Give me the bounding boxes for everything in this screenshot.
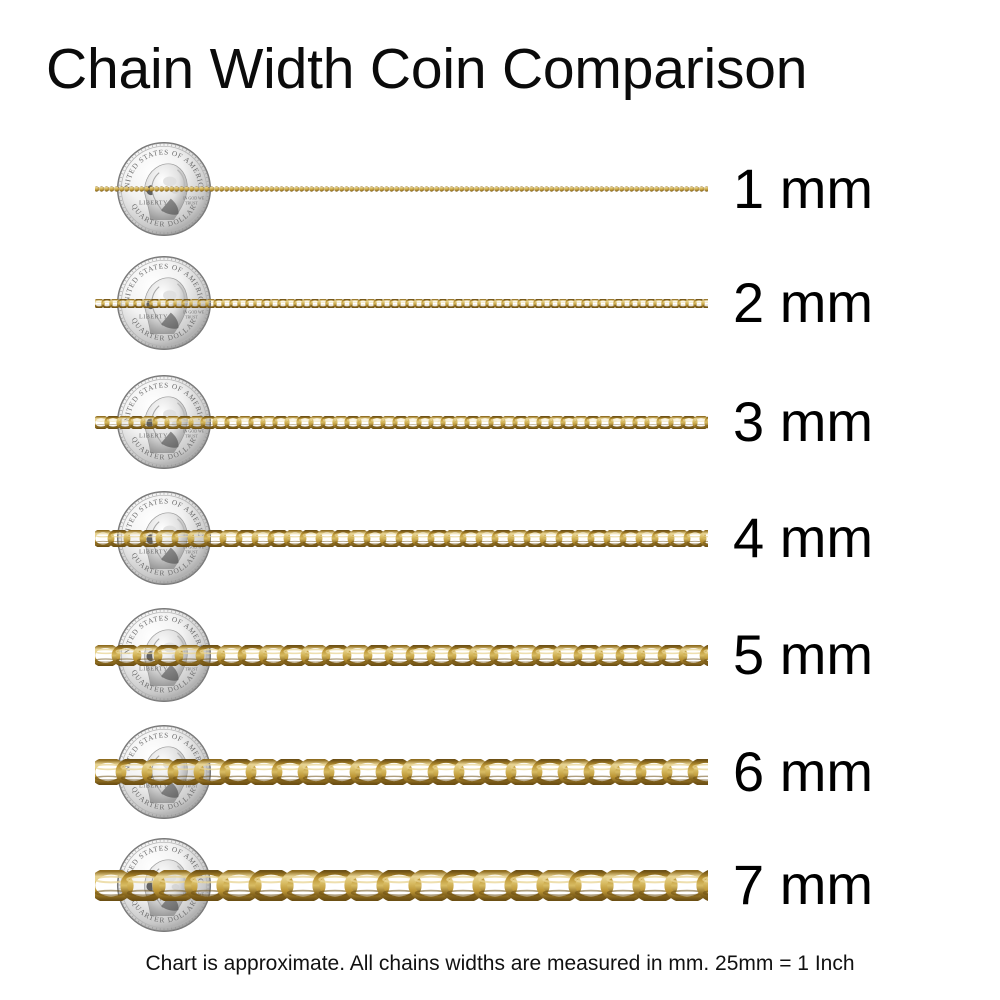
- svg-text:LIBERTY: LIBERTY: [139, 666, 168, 672]
- chain-row: UNITED STATES OF AMERICA QUARTER DOLLAR …: [0, 714, 1000, 832]
- chain-width-label: 7 mm: [733, 853, 873, 916]
- quarter-coin-icon: UNITED STATES OF AMERICA QUARTER DOLLAR …: [116, 255, 212, 351]
- chain-row: UNITED STATES OF AMERICA QUARTER DOLLAR …: [0, 480, 1000, 598]
- svg-text:TRUST: TRUST: [185, 433, 198, 438]
- svg-text:LIBERTY: LIBERTY: [139, 200, 168, 206]
- chain-row: UNITED STATES OF AMERICA QUARTER DOLLAR …: [0, 245, 1000, 363]
- chain-width-label: 2 mm: [733, 271, 873, 334]
- svg-text:TRUST: TRUST: [185, 896, 198, 901]
- chain-sample: [95, 869, 708, 901]
- svg-text:TRUST: TRUST: [185, 200, 198, 205]
- chain-width-label: 1 mm: [733, 157, 873, 220]
- quarter-coin-icon: UNITED STATES OF AMERICA QUARTER DOLLAR …: [116, 490, 212, 586]
- chain-sample: [95, 759, 708, 785]
- chain-row: UNITED STATES OF AMERICA QUARTER DOLLAR …: [0, 130, 1000, 248]
- chain-row: UNITED STATES OF AMERICA QUARTER DOLLAR …: [0, 827, 1000, 945]
- quarter-coin-icon: UNITED STATES OF AMERICA QUARTER DOLLAR …: [116, 141, 212, 237]
- svg-text:TRUST: TRUST: [185, 666, 198, 671]
- chain-row: UNITED STATES OF AMERICA QUARTER DOLLAR …: [0, 363, 1000, 481]
- chain-width-label: 3 mm: [733, 390, 873, 453]
- svg-text:LIBERTY: LIBERTY: [139, 549, 168, 555]
- svg-text:TRUST: TRUST: [185, 549, 198, 554]
- chain-sample: [95, 298, 708, 308]
- svg-text:LIBERTY: LIBERTY: [139, 783, 168, 789]
- chain-row: UNITED STATES OF AMERICA QUARTER DOLLAR …: [0, 597, 1000, 715]
- chain-sample: [95, 644, 708, 666]
- svg-text:TRUST: TRUST: [185, 783, 198, 788]
- svg-text:LIBERTY: LIBERTY: [139, 433, 168, 439]
- footer-note: Chart is approximate. All chains widths …: [145, 952, 855, 975]
- svg-text:IN GOD WE: IN GOD WE: [183, 545, 205, 550]
- svg-text:LIBERTY: LIBERTY: [139, 314, 168, 320]
- svg-text:TRUST: TRUST: [185, 314, 198, 319]
- chain-width-label: 4 mm: [733, 506, 873, 569]
- chain-sample: [95, 415, 708, 429]
- chain-width-label: 5 mm: [733, 623, 873, 686]
- chain-sample: [95, 529, 708, 547]
- svg-text:IN GOD WE: IN GOD WE: [183, 196, 205, 201]
- quarter-coin-icon: UNITED STATES OF AMERICA QUARTER DOLLAR …: [116, 724, 212, 820]
- chain-width-label: 6 mm: [733, 740, 873, 803]
- quarter-coin-icon: UNITED STATES OF AMERICA QUARTER DOLLAR …: [116, 374, 212, 470]
- page-title: Chain Width Coin Comparison: [46, 37, 808, 101]
- svg-text:IN GOD WE: IN GOD WE: [183, 310, 205, 315]
- chain-sample: [95, 186, 708, 192]
- svg-text:IN GOD WE: IN GOD WE: [183, 429, 205, 434]
